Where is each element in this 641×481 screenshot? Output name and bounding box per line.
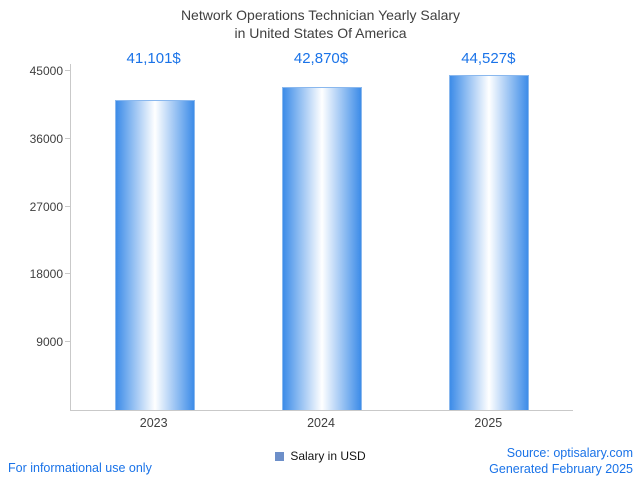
y-tick-label: 27000 xyxy=(29,199,63,214)
bar-2025 xyxy=(449,74,530,410)
x-axis-label: 2024 xyxy=(307,416,335,430)
bar-value-label: 42,870$ xyxy=(293,50,349,67)
chart-title-line1: Network Operations Technician Yearly Sal… xyxy=(180,7,461,23)
y-tick xyxy=(65,70,71,71)
informational-use-link[interactable]: For informational use only xyxy=(8,461,152,475)
bar-value-label: 41,101$ xyxy=(126,50,181,67)
y-tick-label: 9000 xyxy=(36,335,63,350)
plot-area: 9000 18000 27000 36000 45000 xyxy=(30,64,573,411)
legend-label: Salary in USD xyxy=(290,449,366,463)
chart-title: Network Operations Technician Yearly Sal… xyxy=(0,6,641,42)
salary-legend-swatch-icon xyxy=(275,451,285,461)
y-tick-label: 36000 xyxy=(29,131,63,146)
bar-value-label: 44,527$ xyxy=(461,50,516,67)
bar-2023 xyxy=(114,100,195,410)
y-tick xyxy=(65,137,71,139)
source-block: Source: optisalary.com Generated Februar… xyxy=(489,445,633,477)
y-tick-label: 18000 xyxy=(29,267,63,282)
generated-date: Generated February 2025 xyxy=(489,462,633,476)
y-tick xyxy=(65,205,71,207)
bar-2024 xyxy=(282,87,362,410)
legend-item-salary[interactable]: Salary in USD xyxy=(0,449,641,463)
y-tick xyxy=(65,273,71,275)
chart-title-line2: in United States Of America xyxy=(234,25,407,41)
x-axis-label: 2023 xyxy=(139,416,168,430)
source-link[interactable]: Source: optisalary.com xyxy=(506,446,633,460)
y-tick xyxy=(65,341,71,343)
x-axis-label: 2025 xyxy=(474,416,503,430)
y-tick-label: 45000 xyxy=(29,64,63,78)
